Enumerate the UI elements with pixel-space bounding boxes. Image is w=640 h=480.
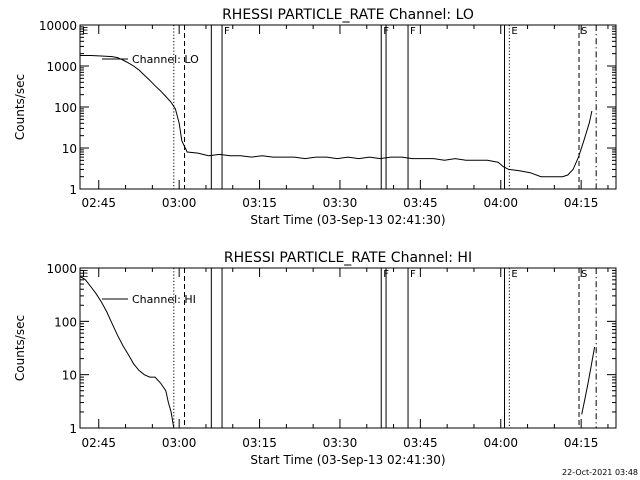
marker-label: F — [410, 269, 416, 280]
y-tick-label: 100 — [54, 315, 77, 329]
marker-label: F — [410, 26, 416, 37]
plot-frame — [79, 267, 617, 429]
x-tick-label: 02:45 — [81, 196, 116, 210]
footer-timestamp: 22-Oct-2021 03:48 — [562, 468, 638, 477]
x-tick-label: 04:00 — [483, 196, 518, 210]
x-tick-label: 03:30 — [323, 436, 358, 450]
y-tick-label: 1 — [69, 183, 77, 197]
marker-label: E — [511, 269, 517, 280]
marker-label: S — [581, 26, 587, 37]
chart-title: RHESSI PARTICLE_RATE Channel: LO — [222, 7, 474, 23]
series-line-0 — [79, 275, 175, 429]
marker-label: F — [224, 26, 230, 37]
x-tick-label: 03:45 — [403, 196, 438, 210]
series-line-1 — [581, 346, 596, 415]
panel-lo: RHESSI PARTICLE_RATE Channel: LO 1 10 100 10… — [13, 7, 617, 227]
x-tick-label: 04:15 — [564, 196, 599, 210]
x-tick-label: 03:00 — [162, 436, 197, 450]
y-tick-label: 1 — [69, 422, 77, 436]
x-tick-label: 04:00 — [483, 436, 518, 450]
y-tick-label: 10 — [62, 142, 77, 156]
y-tick-label: 10000 — [39, 19, 77, 33]
y-tick-label: 100 — [54, 101, 77, 115]
x-axis-label: Start Time (03-Sep-13 02:41:30) — [250, 213, 445, 227]
marker-label: E — [511, 26, 517, 37]
y-axis-label: Counts/sec — [13, 74, 27, 140]
y-tick-label: 10 — [62, 369, 77, 383]
legend-label: Channel: HI — [132, 293, 196, 306]
marker-label: E — [82, 26, 88, 37]
x-tick-label: 03:15 — [242, 196, 277, 210]
panel-hi: RHESSI PARTICLE_RATE Channel: HI 1 10 100 10… — [13, 250, 617, 467]
y-tick-label: 1000 — [46, 262, 77, 276]
plot-frame — [79, 24, 617, 190]
x-tick-label: 03:45 — [403, 436, 438, 450]
x-tick-label: 03:00 — [162, 196, 197, 210]
chart-title: RHESSI PARTICLE_RATE Channel: HI — [224, 250, 472, 266]
x-tick-label: 03:15 — [242, 436, 277, 450]
x-tick-label: 02:45 — [81, 436, 116, 450]
marker-label: E — [82, 269, 88, 280]
legend-label: Channel: LO — [132, 53, 199, 66]
x-axis-label: Start Time (03-Sep-13 02:41:30) — [250, 453, 445, 467]
series-line-0 — [80, 55, 593, 178]
marker-label: S — [581, 269, 587, 280]
y-tick-label: 1000 — [46, 60, 77, 74]
y-axis-label: Counts/sec — [13, 315, 27, 381]
x-tick-label: 03:30 — [323, 196, 358, 210]
x-tick-label: 04:15 — [564, 436, 599, 450]
